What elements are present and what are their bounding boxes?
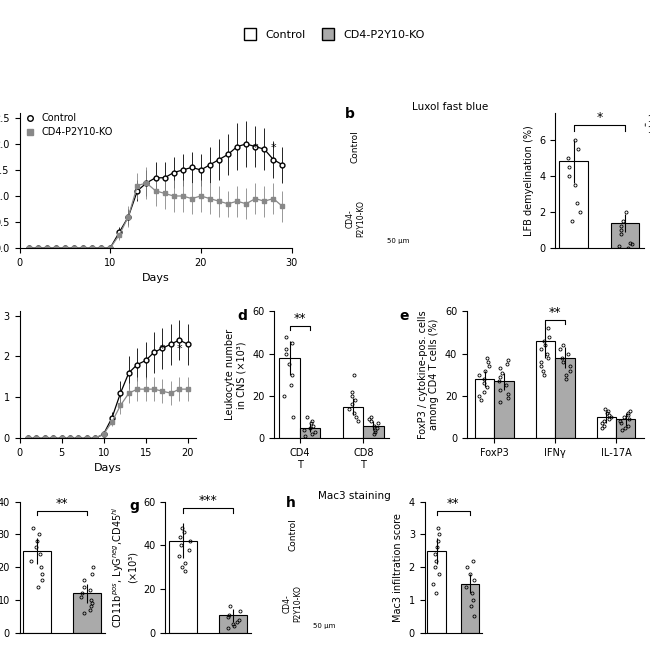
Y-axis label: CD11b$^{pos}$, LyG$^{neg}$,CD45$^{hi}$
(×10³): CD11b$^{pos}$, LyG$^{neg}$,CD45$^{hi}$ (…: [111, 506, 138, 628]
Title: Mac3 staining: Mac3 staining: [318, 491, 391, 501]
Bar: [427, 551, 446, 633]
Text: CD4-
P2Y10-KO: CD4- P2Y10-KO: [283, 585, 302, 622]
Bar: [475, 379, 495, 438]
Text: *: *: [252, 144, 258, 154]
Legend: Control, CD4-P2Y10-KO: Control, CD4-P2Y10-KO: [234, 25, 429, 44]
Bar: [616, 419, 636, 438]
Text: **: **: [447, 497, 460, 510]
Text: b: b: [344, 107, 355, 121]
X-axis label: Days: Days: [94, 463, 122, 473]
Text: Control: Control: [351, 130, 360, 163]
X-axis label: Days: Days: [142, 273, 170, 283]
Text: 50 μm: 50 μm: [313, 623, 335, 629]
Text: *: *: [176, 345, 182, 355]
Text: CD4-P2Y10-KO: CD4-P2Y10-KO: [41, 127, 112, 136]
Text: Control: Control: [288, 518, 297, 551]
Text: CD4-
P2Y10-KO: CD4- P2Y10-KO: [346, 200, 365, 237]
Text: *: *: [160, 345, 165, 355]
Bar: [23, 551, 51, 633]
Bar: [170, 541, 197, 633]
Text: Control: Control: [41, 113, 77, 123]
Text: e: e: [400, 309, 410, 323]
Text: **: **: [293, 312, 306, 325]
Bar: [611, 223, 640, 248]
Bar: [536, 341, 555, 438]
Bar: [363, 426, 383, 438]
Bar: [495, 381, 514, 438]
Bar: [73, 593, 101, 633]
Bar: [300, 428, 320, 438]
Y-axis label: FoxP3 / cytokine-pos. cells
among CD4 T cells (%): FoxP3 / cytokine-pos. cells among CD4 T …: [418, 310, 439, 439]
Bar: [280, 358, 300, 438]
Bar: [597, 417, 616, 438]
Y-axis label: LFB demyelination (%): LFB demyelination (%): [524, 125, 534, 236]
Text: 10
15: 10 15: [647, 115, 650, 134]
Y-axis label: Mac3 infiltration score: Mac3 infiltration score: [393, 513, 403, 621]
Bar: [559, 161, 588, 248]
Text: 50 μm: 50 μm: [387, 238, 410, 244]
Bar: [343, 407, 363, 438]
Text: *: *: [596, 111, 603, 125]
Bar: [461, 583, 480, 633]
Text: *: *: [270, 144, 276, 154]
Y-axis label: Leukocyte number
in CNS (×10³): Leukocyte number in CNS (×10³): [225, 330, 246, 420]
Bar: [219, 615, 247, 633]
Text: **: **: [549, 306, 562, 319]
Text: ***: ***: [199, 494, 218, 507]
Text: d: d: [237, 309, 247, 323]
Text: **: **: [56, 497, 68, 510]
Title: Luxol fast blue: Luxol fast blue: [413, 102, 489, 112]
Bar: [555, 358, 575, 438]
Text: h: h: [286, 496, 296, 510]
Text: g: g: [130, 499, 140, 513]
